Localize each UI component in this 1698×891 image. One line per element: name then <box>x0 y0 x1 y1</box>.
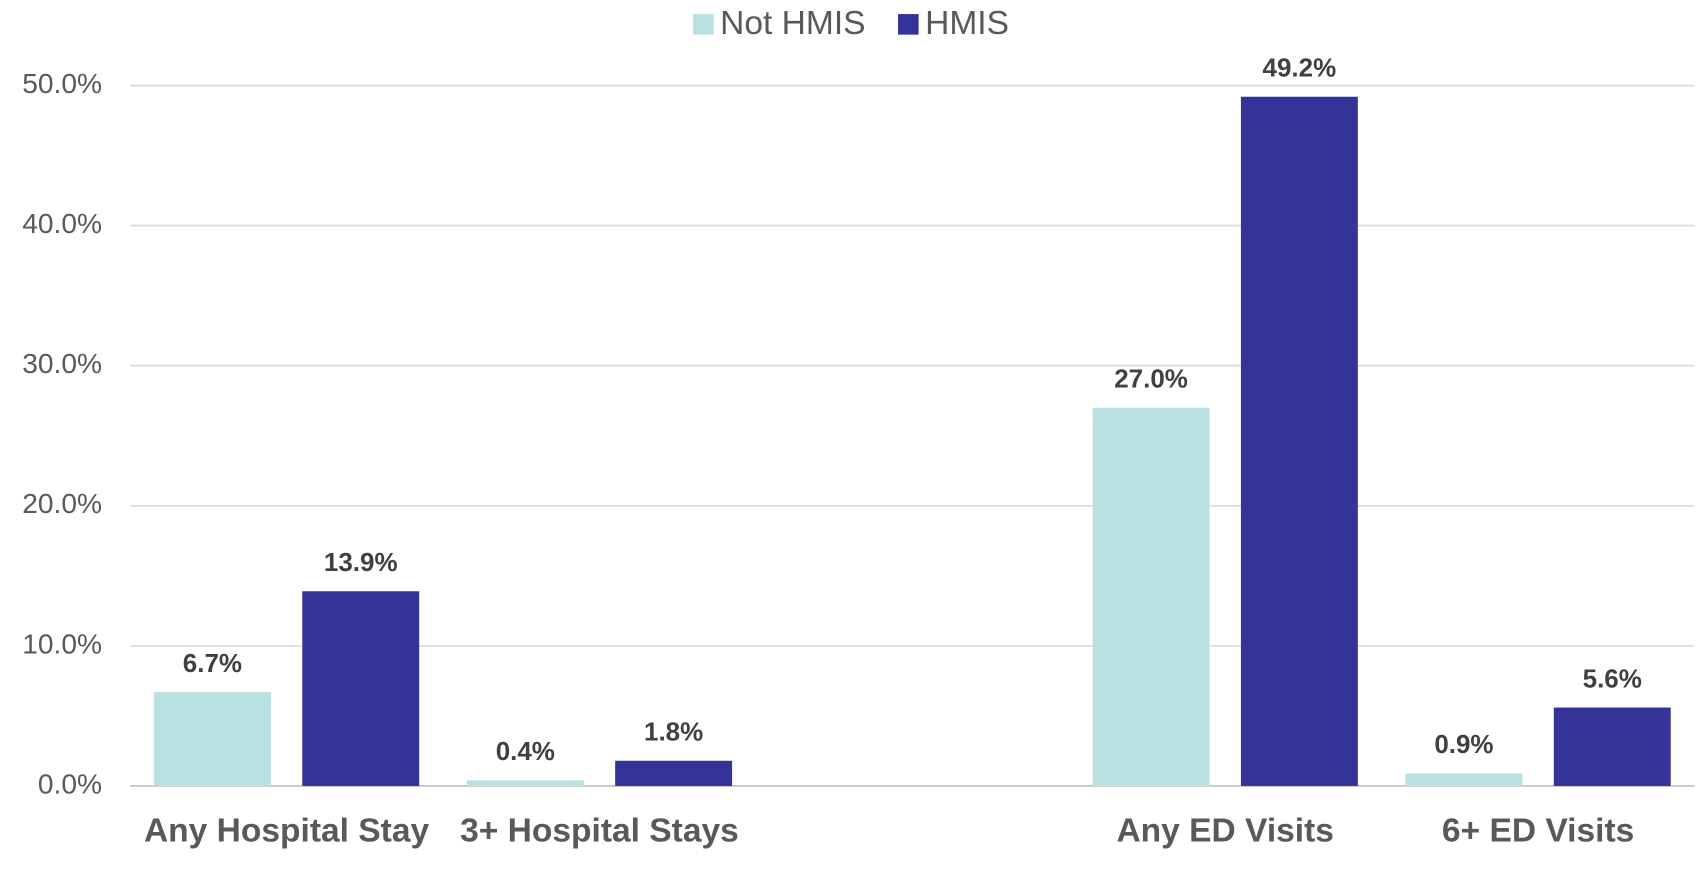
value-label: 27.0% <box>1114 364 1188 394</box>
bar <box>1405 773 1523 786</box>
legend-label: HMIS <box>925 5 1009 42</box>
legend-swatch <box>693 14 714 35</box>
x-tick-label: Any Hospital Stay <box>144 812 430 849</box>
x-tick-label: Any ED Visits <box>1116 812 1334 849</box>
value-label: 1.8% <box>644 717 703 747</box>
y-tick-label: 10.0% <box>22 628 102 659</box>
value-label: 5.6% <box>1583 663 1642 693</box>
y-tick-label: 50.0% <box>22 68 102 99</box>
value-label: 0.4% <box>496 736 555 766</box>
bar <box>153 692 271 786</box>
bar <box>1092 407 1210 786</box>
y-tick-label: 40.0% <box>22 208 102 239</box>
bar <box>302 591 420 786</box>
bar <box>1553 707 1671 786</box>
value-label: 49.2% <box>1263 53 1337 83</box>
value-label: 0.9% <box>1434 729 1493 759</box>
legend-swatch <box>898 14 919 35</box>
y-tick-label: 20.0% <box>22 488 102 519</box>
y-tick-label: 0.0% <box>38 768 102 799</box>
x-tick-label: 3+ Hospital Stays <box>460 812 739 849</box>
bar <box>1240 96 1358 786</box>
x-tick-label: 6+ ED Visits <box>1442 812 1634 849</box>
value-label: 6.7% <box>183 648 242 678</box>
bar <box>466 780 584 786</box>
bar <box>615 760 733 786</box>
value-label: 13.9% <box>324 547 398 577</box>
legend-label: Not HMIS <box>720 5 865 42</box>
y-tick-label: 30.0% <box>22 348 102 379</box>
